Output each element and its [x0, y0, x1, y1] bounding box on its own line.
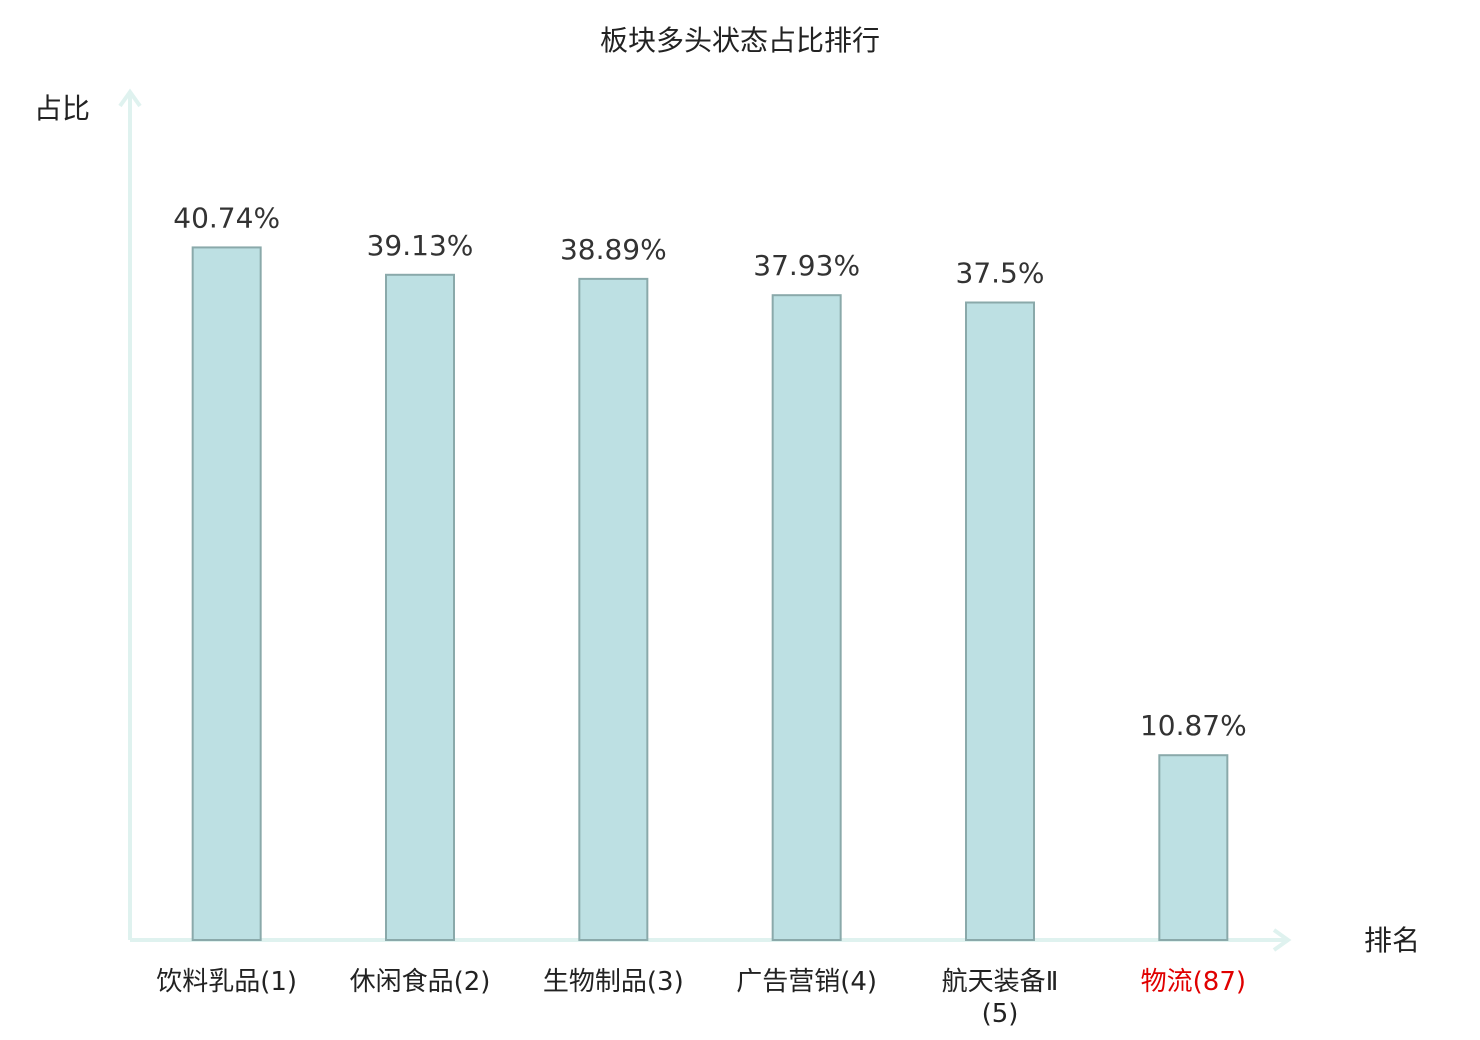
value-label: 37.5% — [956, 257, 1045, 290]
x-tick-label: 休闲食品(2) — [349, 967, 491, 997]
value-label: 10.87% — [1140, 709, 1247, 742]
chart-title: 板块多头状态占比排行 — [600, 24, 880, 57]
x-axis-label: 排名 — [1364, 924, 1420, 957]
value-label: 39.13% — [367, 229, 474, 262]
value-label: 38.89% — [560, 233, 667, 266]
value-label: 40.74% — [173, 201, 280, 234]
y-axis-arrow — [118, 88, 142, 108]
x-tick-label: 广告营销(4) — [736, 967, 878, 997]
bar — [578, 277, 649, 941]
x-axis-arrow — [1272, 928, 1292, 952]
x-tick-label: 生物制品(3) — [542, 967, 684, 997]
bar — [385, 273, 455, 942]
bar — [965, 301, 1035, 941]
bar — [771, 294, 842, 941]
bar — [191, 246, 262, 942]
axes — [118, 88, 1292, 952]
x-tick-label: 物流(87) — [1140, 967, 1247, 997]
x-tick-label: 饮料乳品(1) — [156, 967, 298, 997]
value-label: 37.93% — [753, 249, 860, 282]
x-tick-label: 航天装备Ⅱ(5) — [941, 967, 1059, 1029]
bar — [1158, 754, 1229, 942]
y-axis-label: 占比 — [34, 92, 90, 125]
